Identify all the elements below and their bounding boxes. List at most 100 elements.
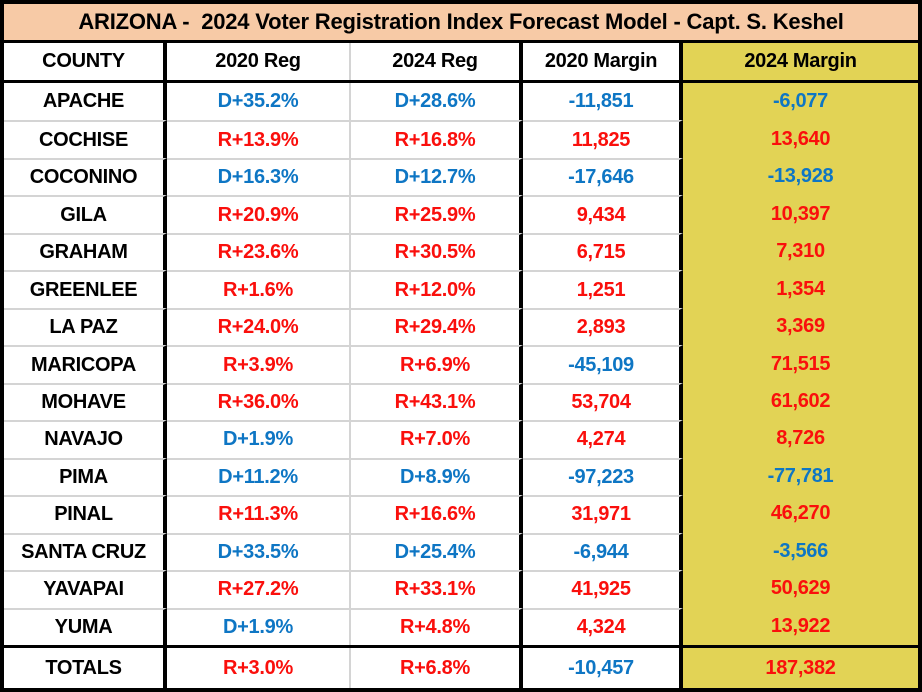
county-cell: YUMA (4, 607, 167, 646)
table-row: MOHAVE R+36.0% R+43.1% 53,704 61,602 (4, 382, 918, 421)
reg-2024-cell: D+25.4% (351, 532, 523, 571)
county-cell: GRAHAM (4, 232, 167, 271)
margin-2020-cell: -45,109 (523, 345, 683, 383)
reg-2020-cell: R+23.6% (167, 232, 351, 271)
reg-2024-cell: R+6.9% (351, 345, 523, 383)
county-cell: PINAL (4, 495, 167, 533)
table-row: LA PAZ R+24.0% R+29.4% 2,893 3,369 (4, 307, 918, 346)
margin-2020-cell: 6,715 (523, 232, 683, 271)
table-rows: APACHE D+35.2% D+28.6% -11,851 -6,077 CO… (4, 83, 918, 646)
table-row: APACHE D+35.2% D+28.6% -11,851 -6,077 (4, 83, 918, 121)
totals-2020-margin-cell: -10,457 (523, 648, 683, 688)
table-row: PINAL R+11.3% R+16.6% 31,971 46,270 (4, 495, 918, 533)
margin-2024-cell: -13,928 (683, 157, 918, 196)
reg-2020-cell: D+16.3% (167, 157, 351, 196)
reg-2020-cell: R+36.0% (167, 382, 351, 421)
margin-2020-cell: 53,704 (523, 382, 683, 421)
county-cell: MARICOPA (4, 345, 167, 383)
reg-2024-cell: R+16.8% (351, 120, 523, 158)
margin-2024-cell: 71,515 (683, 345, 918, 383)
county-cell: GREENLEE (4, 270, 167, 308)
reg-2020-cell: D+33.5% (167, 532, 351, 571)
table-row: GRAHAM R+23.6% R+30.5% 6,715 7,310 (4, 232, 918, 271)
county-cell: GILA (4, 195, 167, 233)
margin-2020-cell: 11,825 (523, 120, 683, 158)
totals-2024-reg-cell: R+6.8% (351, 648, 523, 688)
table-row: GREENLEE R+1.6% R+12.0% 1,251 1,354 (4, 270, 918, 308)
reg-2020-cell: R+20.9% (167, 195, 351, 233)
table-row: NAVAJO D+1.9% R+7.0% 4,274 8,726 (4, 420, 918, 458)
county-cell: APACHE (4, 83, 167, 121)
totals-label: TOTALS (4, 648, 167, 688)
table-row: SANTA CRUZ D+33.5% D+25.4% -6,944 -3,566 (4, 532, 918, 571)
margin-2020-cell: 41,925 (523, 570, 683, 608)
margin-2024-cell: 3,369 (683, 307, 918, 346)
reg-2024-cell: R+12.0% (351, 270, 523, 308)
county-cell: SANTA CRUZ (4, 532, 167, 571)
reg-2020-cell: R+13.9% (167, 120, 351, 158)
margin-2024-cell: 46,270 (683, 495, 918, 533)
table-row: YAVAPAI R+27.2% R+33.1% 41,925 50,629 (4, 570, 918, 608)
county-cell: YAVAPAI (4, 570, 167, 608)
margin-2024-cell: 13,922 (683, 607, 918, 646)
county-cell: PIMA (4, 457, 167, 496)
reg-2024-cell: R+30.5% (351, 232, 523, 271)
totals-row: TOTALS R+3.0% R+6.8% -10,457 187,382 (4, 645, 918, 688)
county-cell: COCONINO (4, 157, 167, 196)
margin-2024-cell: 8,726 (683, 420, 918, 458)
margin-2020-cell: 2,893 (523, 307, 683, 346)
table-row: COCHISE R+13.9% R+16.8% 11,825 13,640 (4, 120, 918, 158)
table-title: ARIZONA - 2024 Voter Registration Index … (4, 4, 918, 43)
margin-2024-cell: 61,602 (683, 382, 918, 421)
reg-2024-cell: D+8.9% (351, 457, 523, 496)
reg-2024-cell: R+16.6% (351, 495, 523, 533)
margin-2020-cell: -97,223 (523, 457, 683, 496)
column-header-county: COUNTY (4, 43, 167, 80)
reg-2020-cell: R+11.3% (167, 495, 351, 533)
table-row: PIMA D+11.2% D+8.9% -97,223 -77,781 (4, 457, 918, 496)
margin-2020-cell: 4,274 (523, 420, 683, 458)
table-row: COCONINO D+16.3% D+12.7% -17,646 -13,928 (4, 157, 918, 196)
margin-2020-cell: -11,851 (523, 83, 683, 121)
column-header-2020-margin: 2020 Margin (523, 43, 683, 80)
table-row: GILA R+20.9% R+25.9% 9,434 10,397 (4, 195, 918, 233)
reg-2024-cell: D+28.6% (351, 83, 523, 121)
table-row: YUMA D+1.9% R+4.8% 4,324 13,922 (4, 607, 918, 646)
reg-2020-cell: R+27.2% (167, 570, 351, 608)
reg-2020-cell: R+1.6% (167, 270, 351, 308)
reg-2024-cell: R+43.1% (351, 382, 523, 421)
margin-2020-cell: -17,646 (523, 157, 683, 196)
reg-2020-cell: D+11.2% (167, 457, 351, 496)
margin-2020-cell: 4,324 (523, 607, 683, 646)
header-row: COUNTY 2020 Reg 2024 Reg 2020 Margin 202… (4, 43, 918, 83)
margin-2024-cell: 10,397 (683, 195, 918, 233)
column-header-2024-reg: 2024 Reg (351, 43, 523, 80)
reg-2024-cell: R+29.4% (351, 307, 523, 346)
reg-2024-cell: R+33.1% (351, 570, 523, 608)
margin-2020-cell: -6,944 (523, 532, 683, 571)
totals-2020-reg-cell: R+3.0% (167, 648, 351, 688)
reg-2024-cell: R+25.9% (351, 195, 523, 233)
county-cell: MOHAVE (4, 382, 167, 421)
county-cell: COCHISE (4, 120, 167, 158)
margin-2020-cell: 9,434 (523, 195, 683, 233)
reg-2020-cell: R+3.9% (167, 345, 351, 383)
margin-2024-cell: -6,077 (683, 83, 918, 121)
reg-2020-cell: D+1.9% (167, 420, 351, 458)
reg-2024-cell: R+7.0% (351, 420, 523, 458)
column-header-2020-reg: 2020 Reg (167, 43, 351, 80)
margin-2020-cell: 1,251 (523, 270, 683, 308)
margin-2024-cell: 1,354 (683, 270, 918, 308)
margin-2024-cell: -77,781 (683, 457, 918, 496)
margin-2024-cell: 7,310 (683, 232, 918, 271)
table-row: MARICOPA R+3.9% R+6.9% -45,109 71,515 (4, 345, 918, 383)
margin-2020-cell: 31,971 (523, 495, 683, 533)
reg-2024-cell: D+12.7% (351, 157, 523, 196)
column-header-2024-margin: 2024 Margin (683, 43, 918, 80)
totals-2024-margin-cell: 187,382 (683, 648, 918, 688)
margin-2024-cell: 50,629 (683, 570, 918, 608)
reg-2020-cell: D+35.2% (167, 83, 351, 121)
margin-2024-cell: 13,640 (683, 120, 918, 158)
reg-2020-cell: R+24.0% (167, 307, 351, 346)
